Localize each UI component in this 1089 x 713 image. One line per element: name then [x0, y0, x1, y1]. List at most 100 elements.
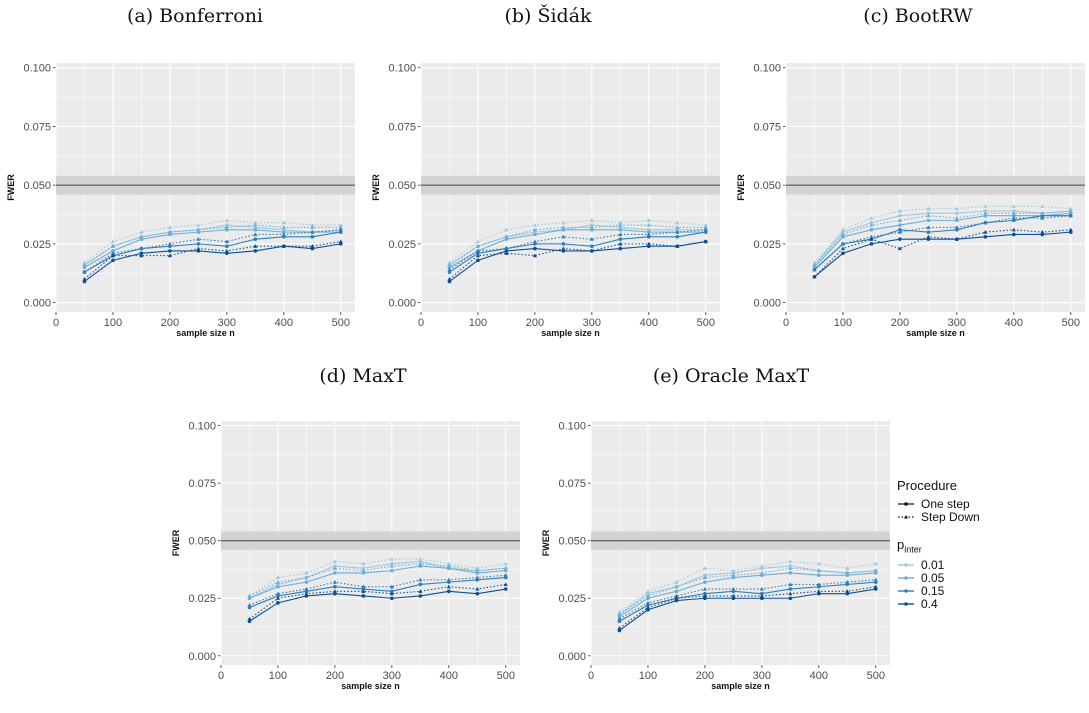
data-point — [361, 566, 366, 571]
legend-item-pinter-0.4: 0.4 — [897, 597, 980, 611]
series-line — [449, 229, 706, 268]
x-tick-label: 500 — [497, 670, 515, 682]
series-line — [814, 212, 1071, 268]
data-point — [253, 232, 258, 237]
data-point — [533, 246, 537, 251]
data-point — [897, 246, 902, 251]
x-tick-label: 300 — [218, 317, 236, 329]
data-point — [812, 267, 817, 272]
x-tick-label: 500 — [697, 317, 715, 329]
data-point — [816, 561, 821, 566]
panel-title-d: (d) MaxT — [319, 365, 407, 387]
data-point — [504, 234, 509, 239]
data-point — [816, 582, 821, 587]
data-point — [983, 211, 988, 215]
data-point — [869, 227, 874, 232]
x-tick-label: 500 — [332, 317, 350, 329]
data-point — [446, 584, 451, 589]
data-point — [788, 564, 793, 568]
x-tick-label: 0 — [418, 317, 424, 329]
data-point — [447, 276, 452, 281]
data-point — [731, 568, 736, 573]
data-point — [533, 232, 537, 237]
data-point — [873, 577, 878, 582]
data-point — [703, 239, 708, 244]
data-point — [590, 223, 594, 227]
data-point — [196, 236, 201, 241]
data-point — [731, 593, 736, 598]
data-point — [898, 223, 902, 227]
series-line — [619, 560, 876, 613]
data-point — [447, 262, 452, 267]
data-point — [703, 227, 708, 232]
y-tick-label: 0.100 — [23, 63, 51, 75]
y-axis-title: FWER — [541, 529, 551, 556]
x-tick-label: 400 — [275, 317, 293, 329]
x-tick-label: 200 — [326, 670, 344, 682]
data-point — [224, 218, 229, 222]
data-point — [1068, 206, 1073, 211]
x-tick-label: 200 — [526, 317, 544, 329]
y-tick-label: 0.050 — [188, 536, 216, 548]
panel-title-c: (c) BootRW — [863, 5, 973, 27]
data-point — [817, 573, 821, 578]
data-point — [646, 232, 651, 237]
data-point — [816, 568, 821, 573]
data-point — [111, 249, 115, 253]
data-point — [82, 260, 87, 265]
data-point — [196, 222, 201, 227]
legend-dotted-line-icon — [898, 514, 914, 518]
data-point — [983, 204, 988, 208]
data-point — [845, 579, 850, 584]
data-point — [253, 237, 258, 241]
data-point — [759, 586, 764, 591]
data-point — [703, 225, 708, 230]
data-point — [168, 249, 172, 253]
x-tick-label: 200 — [161, 317, 179, 329]
data-point — [304, 570, 309, 575]
data-point — [503, 582, 508, 587]
data-point — [332, 559, 337, 564]
data-point — [674, 596, 679, 600]
series-line — [619, 565, 876, 615]
data-point — [532, 253, 537, 258]
data-point — [702, 593, 707, 598]
series-line — [814, 210, 1071, 266]
data-point — [617, 612, 622, 616]
data-point — [389, 584, 394, 589]
data-point — [788, 587, 793, 591]
data-point — [618, 246, 623, 251]
data-point — [281, 225, 286, 230]
data-point — [617, 616, 622, 621]
y-axis-title: FWER — [736, 174, 746, 201]
x-axis-title: sample size n — [541, 328, 600, 338]
data-point — [1040, 204, 1045, 208]
series-line — [249, 560, 506, 599]
data-point — [418, 582, 423, 587]
data-point — [897, 218, 902, 222]
data-point — [898, 227, 902, 232]
data-point — [561, 234, 566, 239]
data-point — [361, 568, 366, 573]
y-tick-label: 0.075 — [388, 121, 416, 133]
data-point — [281, 220, 286, 225]
data-point — [590, 244, 594, 249]
data-point — [475, 568, 480, 573]
data-point — [310, 225, 315, 230]
data-point — [869, 222, 874, 227]
data-point — [475, 244, 480, 248]
x-axis-title: sample size n — [341, 681, 400, 691]
data-point — [1011, 227, 1016, 232]
data-point — [617, 609, 622, 614]
data-point — [589, 218, 594, 222]
data-point — [418, 556, 423, 561]
y-tick-label: 0.050 — [558, 536, 586, 548]
x-tick-label: 400 — [810, 670, 828, 682]
data-point — [282, 230, 286, 234]
legend-label-step-down: Step Down — [921, 509, 980, 524]
data-point — [1040, 215, 1045, 220]
data-point — [446, 563, 451, 568]
data-point — [253, 227, 258, 232]
data-point — [618, 241, 623, 246]
data-point — [812, 260, 817, 265]
